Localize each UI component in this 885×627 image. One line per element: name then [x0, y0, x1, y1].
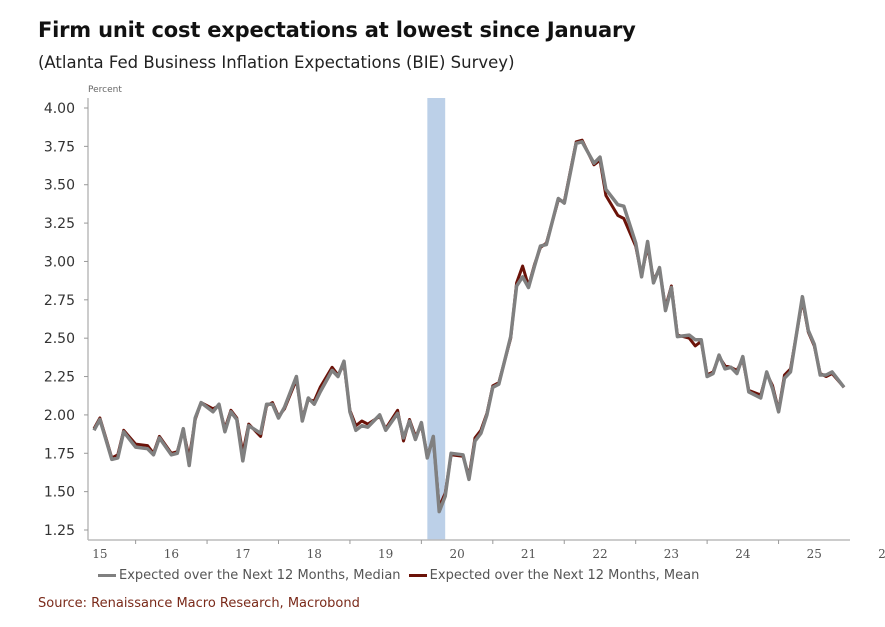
x-tick-label: 18 [307, 547, 322, 561]
chart-legend: Expected over the Next 12 Months, Median… [98, 568, 699, 583]
legend-label-median: Expected over the Next 12 Months, Median [119, 568, 401, 583]
x-tick-label: 15 [92, 547, 107, 561]
y-tick-label: 1.50 [44, 485, 75, 501]
y-tick-label: 2.75 [44, 293, 75, 309]
x-tick-label: 19 [378, 547, 393, 561]
legend-swatch-median [98, 574, 116, 577]
chart-title: Firm unit cost expectations at lowest si… [38, 18, 636, 42]
x-tick-label: 26 [878, 547, 885, 561]
x-tick-label: 20 [449, 547, 464, 561]
recession-shading [427, 98, 446, 540]
y-tick-label: 2.00 [44, 408, 75, 424]
legend-swatch-mean [408, 574, 427, 577]
y-tick-label: 3.50 [44, 178, 75, 194]
legend-label-mean: Expected over the Next 12 Months, Mean [429, 568, 700, 583]
x-tick-label: 16 [164, 547, 179, 561]
y-tick-label: 3.25 [44, 216, 75, 232]
y-tick-label: 4.00 [44, 101, 75, 117]
y-tick-label: 1.25 [44, 523, 75, 539]
series-line-median [92, 140, 846, 514]
y-tick-label: 3.75 [44, 139, 75, 155]
x-tick-label: 17 [235, 547, 250, 561]
y-tick-label: 2.50 [44, 331, 75, 347]
series-line-mean [92, 138, 846, 509]
chart-subtitle: (Atlanta Fed Business Inflation Expectat… [38, 53, 515, 72]
y-tick-label: 1.75 [44, 446, 75, 462]
x-tick-label: 22 [592, 547, 607, 561]
x-tick-label: 21 [521, 547, 536, 561]
x-tick-label: 25 [807, 547, 822, 561]
y-axis-label: Percent [88, 85, 122, 95]
y-tick-label: 3.00 [44, 254, 75, 270]
y-tick-label: 2.25 [44, 370, 75, 386]
source-note: Source: Renaissance Macro Research, Macr… [38, 596, 360, 611]
x-tick-label: 23 [664, 547, 679, 561]
x-tick-label: 24 [735, 547, 751, 561]
